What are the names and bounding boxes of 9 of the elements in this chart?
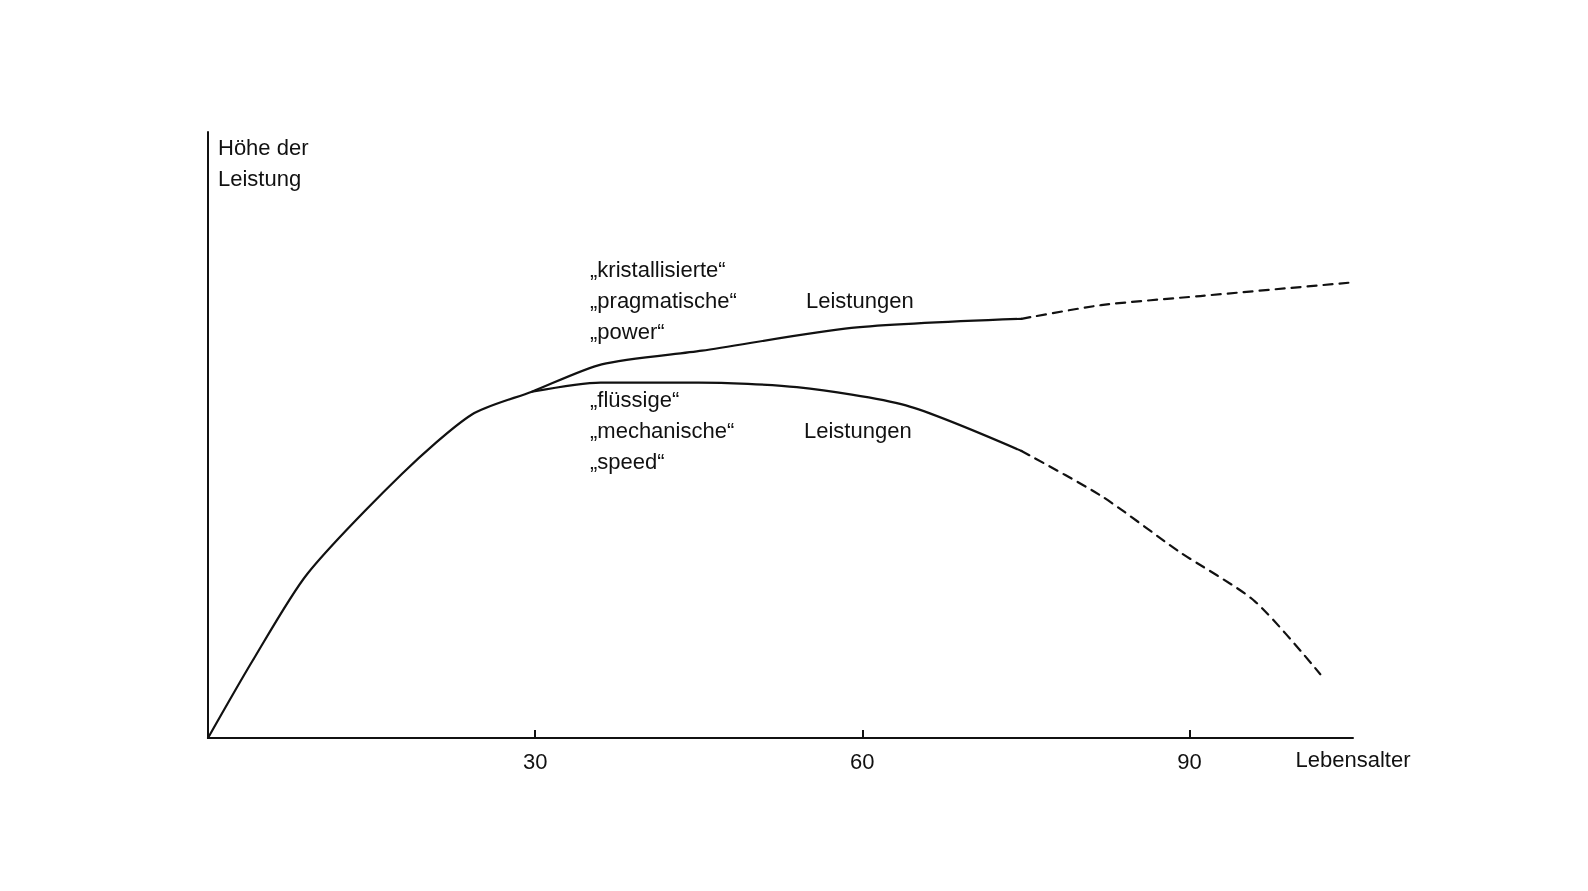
- annotation: „flüssige“ „mechanische“ „speed“: [590, 386, 735, 474]
- x-tick-label: 90: [1177, 748, 1202, 774]
- annotation: Leistungen: [806, 287, 914, 313]
- x-tick-label: 30: [522, 748, 548, 774]
- annotation: „kristallisierte“ „pragmatische“ „power“: [590, 256, 737, 344]
- x-tick-label: 60: [850, 748, 875, 774]
- y-axis-title: Höhe der Leistung: [218, 135, 309, 191]
- x-axis-title: Lebensalter: [1295, 746, 1411, 772]
- annotation: Leistungen: [804, 417, 912, 443]
